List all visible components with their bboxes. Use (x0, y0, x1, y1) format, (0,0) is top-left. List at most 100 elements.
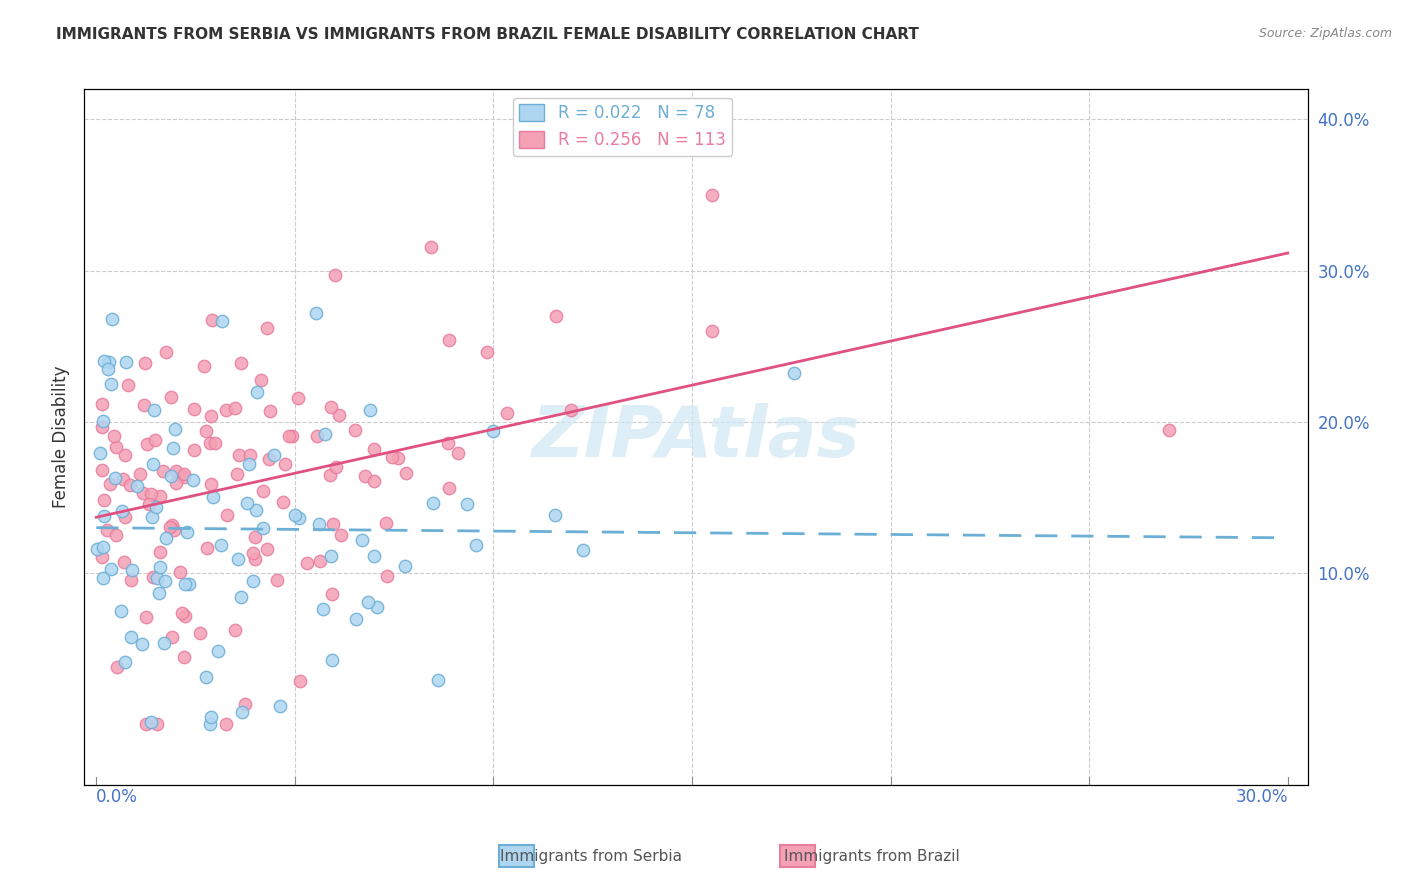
Point (131, 637, 153, 651)
Point (103, 429, 125, 443)
Point (155, 345, 177, 359)
Point (105, 527, 128, 541)
Point (352, 533, 374, 547)
Point (117, 378, 139, 392)
Point (153, 574, 176, 588)
Point (89, 446, 111, 460)
Point (700, 188, 723, 202)
Point (91, 420, 114, 434)
Point (177, 577, 200, 591)
Point (328, 408, 350, 422)
Point (250, 373, 273, 387)
Point (132, 398, 155, 412)
Point (174, 577, 197, 591)
Point (278, 429, 301, 443)
Point (209, 538, 232, 552)
Point (91, 463, 114, 477)
Point (200, 409, 222, 423)
Point (322, 517, 344, 532)
Point (159, 390, 181, 404)
Point (114, 355, 136, 369)
Point (91, 549, 114, 564)
Point (437, 333, 460, 347)
Point (183, 401, 205, 416)
Point (238, 457, 260, 471)
Point (207, 644, 229, 658)
Point (700, 324, 723, 338)
Text: ZIPAtlas: ZIPAtlas (531, 402, 860, 472)
Point (153, 636, 176, 650)
Point (344, 423, 367, 437)
Point (477, 344, 499, 359)
Point (91, 397, 114, 411)
Point (149, 545, 172, 559)
Point (114, 510, 136, 524)
Point (544, 508, 567, 522)
Point (104, 471, 127, 485)
Point (142, 458, 165, 472)
Point (312, 602, 335, 616)
Point (98, 355, 121, 369)
Point (321, 587, 343, 601)
Point (114, 655, 136, 669)
Point (344, 612, 367, 626)
Point (323, 268, 346, 283)
Point (93, 509, 115, 524)
Point (98, 476, 121, 491)
Point (105, 660, 128, 674)
Point (132, 485, 155, 500)
Point (93, 354, 115, 368)
Point (330, 527, 353, 541)
Point (366, 599, 388, 614)
Point (160, 630, 183, 644)
Point (387, 450, 409, 465)
Y-axis label: Female Disability: Female Disability (52, 366, 70, 508)
Point (363, 549, 385, 563)
Point (215, 403, 238, 417)
Point (544, 309, 567, 323)
Point (357, 595, 380, 609)
Point (295, 556, 318, 570)
Point (287, 391, 309, 405)
Point (363, 474, 385, 488)
Point (1157, 423, 1180, 437)
Point (193, 359, 215, 374)
Point (243, 530, 266, 544)
Point (252, 521, 274, 535)
Point (194, 670, 217, 684)
Point (146, 717, 169, 731)
Point (159, 469, 181, 483)
Point (242, 574, 264, 589)
Point (104, 441, 127, 455)
Point (231, 705, 253, 719)
Point (146, 570, 169, 584)
Point (181, 473, 204, 487)
Point (319, 400, 342, 414)
Point (437, 436, 460, 450)
Point (200, 717, 222, 731)
Point (420, 240, 443, 254)
Point (437, 481, 460, 495)
Point (456, 497, 478, 511)
Point (173, 650, 195, 665)
Point (152, 465, 174, 479)
Point (263, 448, 285, 462)
Point (319, 467, 342, 482)
Point (86, 541, 108, 556)
Point (783, 366, 806, 380)
Point (242, 545, 264, 559)
Point (243, 552, 266, 566)
Point (217, 508, 239, 523)
Point (143, 434, 166, 448)
Point (381, 450, 404, 465)
Point (118, 478, 141, 492)
Point (375, 516, 398, 531)
Point (162, 523, 184, 537)
Point (422, 496, 444, 510)
Point (173, 467, 195, 481)
Text: 0.0%: 0.0% (96, 788, 138, 806)
Point (100, 377, 122, 392)
Point (100, 562, 122, 576)
Point (233, 698, 256, 712)
Point (148, 586, 170, 600)
